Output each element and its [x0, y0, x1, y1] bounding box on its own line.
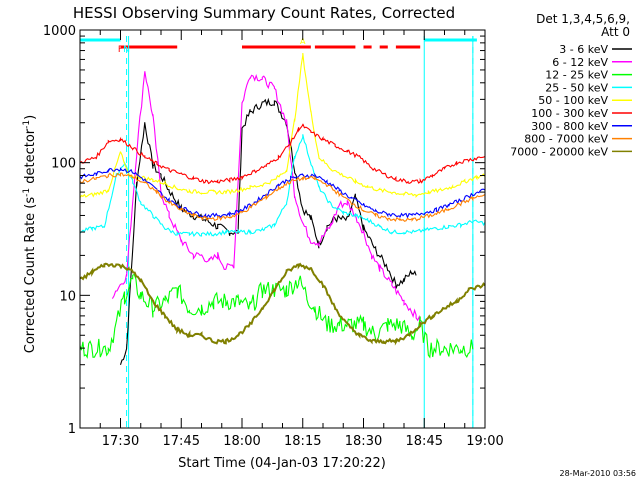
series-line: [79, 273, 474, 359]
legend-header-line: Att 0: [601, 25, 630, 39]
axes: 17:30 17:45 18:00 18:15 18:30 18:45 19:00 1 10 10…: [43, 24, 504, 449]
legend-label: 100 - 300 keV: [531, 107, 608, 120]
chart-title: HESSI Observing Summary Count Rates, Cor…: [73, 4, 455, 22]
legend-label: 6 - 12 keV: [552, 56, 608, 69]
x-tick-label: 17:30: [102, 434, 139, 449]
x-tick-label: 17:45: [163, 434, 200, 449]
legend-header-line: Det 1,3,4,5,6,9,: [536, 12, 630, 26]
x-tick-label: 18:00: [223, 434, 260, 449]
series-line: [79, 262, 486, 346]
y-tick-label: 10: [59, 289, 76, 304]
y-tick-label: 1000: [43, 24, 76, 39]
plot-area: F N A: [79, 36, 486, 428]
x-tick-label: 19:00: [466, 434, 503, 449]
series-line: [79, 134, 486, 237]
legend-label: 50 - 100 keV: [538, 94, 608, 107]
legend-label: 800 - 7000 keV: [524, 133, 608, 146]
series-line: [79, 53, 486, 198]
legend-label: 7000 - 20000 keV: [510, 145, 608, 158]
y-axis-label: Corrected Count Rate (s-1 detector-1): [22, 115, 38, 353]
flag-label: F: [118, 45, 123, 55]
legend-label: 300 - 800 keV: [531, 120, 608, 133]
x-axis-label: Start Time (04-Jan-03 17:20:22): [178, 456, 386, 471]
legend-label: 25 - 50 keV: [545, 81, 608, 94]
legend-header: Det 1,3,4,5,6,9,Att 0: [536, 12, 630, 39]
series-line: [79, 167, 486, 219]
x-tick-label: 18:45: [406, 434, 443, 449]
series-line: [119, 97, 417, 365]
series-line: [79, 123, 486, 185]
x-tick-label: 18:30: [345, 434, 382, 449]
flag-label: N: [123, 45, 130, 55]
y-tick-label: 1: [68, 422, 76, 437]
footer-date: 28-Mar-2010 03:56: [560, 469, 637, 478]
legend-label: 3 - 6 keV: [559, 43, 608, 56]
series-line: [79, 172, 486, 222]
y-tick-label: 100: [51, 157, 76, 172]
legend-label: 12 - 25 keV: [545, 69, 608, 82]
x-tick-label: 18:15: [284, 434, 321, 449]
attenuator-label: A: [300, 37, 306, 46]
series-line: [111, 71, 423, 326]
